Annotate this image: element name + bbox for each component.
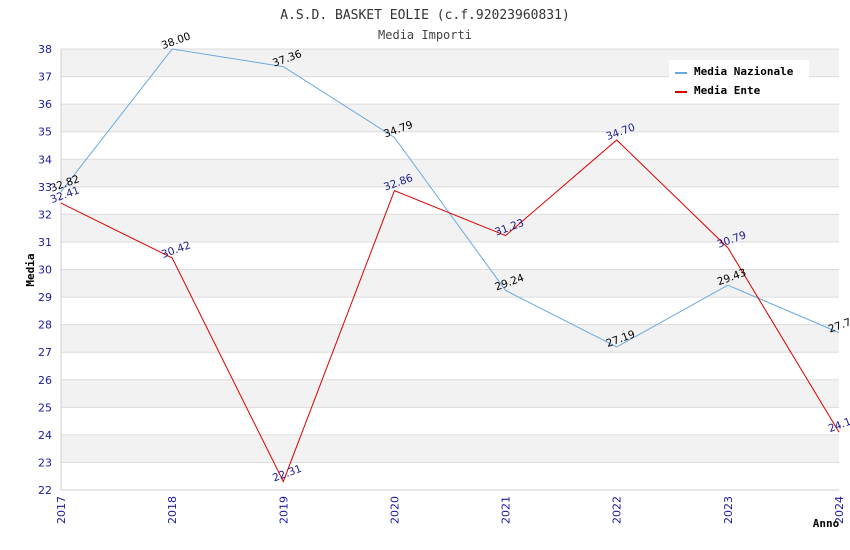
grid-band [61, 352, 839, 380]
x-tick-label: 2019 [277, 496, 290, 524]
y-tick-label: 35 [38, 126, 52, 139]
series-line-media-ente [60, 139, 840, 483]
x-tick-label: 2022 [611, 496, 624, 524]
y-tick-label: 33 [38, 181, 52, 194]
x-tick-label: 2021 [500, 496, 513, 524]
y-tick-label: 26 [38, 374, 52, 387]
x-axis-ticks: 2017 2018 2019 2020 2021 2022 2023 2024 [55, 496, 846, 524]
grid-band [61, 407, 839, 435]
legend-label-media-ente: Media Ente [694, 84, 761, 97]
x-tick-label: 2020 [388, 496, 401, 524]
grid-band [61, 462, 839, 490]
grid-band [61, 297, 839, 325]
legend-label-media-nazionale: Media Nazionale [694, 65, 794, 78]
x-tick-label: 2024 [833, 496, 846, 524]
chart-subtitle: Media Importi [378, 28, 472, 42]
series-layer [60, 48, 840, 483]
y-tick-label: 38 [38, 43, 52, 56]
y-tick-label: 30 [38, 264, 52, 277]
grid-band [61, 434, 839, 463]
grid-band [61, 324, 839, 353]
x-tick-label: 2017 [55, 496, 68, 524]
y-tick-label: 36 [38, 98, 52, 111]
y-tick-label: 37 [38, 71, 52, 84]
x-axis-label: Anno [813, 517, 840, 530]
y-tick-label: 29 [38, 291, 52, 304]
grid-band [61, 131, 839, 160]
y-tick-label: 34 [38, 153, 52, 166]
y-tick-label: 23 [38, 456, 52, 469]
legend: Media Nazionale Media Ente [669, 60, 809, 102]
grid-band [61, 269, 839, 298]
y-tick-label: 22 [38, 484, 52, 497]
y-tick-label: 24 [38, 429, 52, 442]
chart-title: A.S.D. BASKET EOLIE (c.f.92023960831) [280, 8, 570, 23]
grid-band [61, 104, 839, 132]
series-line-media-nazionale [60, 48, 840, 348]
y-axis-ticks: 22 23 24 25 26 27 28 29 30 31 32 33 34 35 36 37 38 [38, 43, 52, 497]
grid-band [61, 186, 839, 215]
grid-band [61, 159, 839, 187]
grid-band [61, 241, 839, 270]
y-tick-label: 28 [38, 319, 52, 332]
x-tick-label: 2018 [166, 496, 179, 524]
legend-box [669, 60, 809, 102]
y-tick-label: 32 [38, 208, 52, 221]
y-tick-label: 27 [38, 346, 52, 359]
y-axis-label: Media [24, 253, 37, 286]
grid-band [61, 379, 839, 408]
y-tick-label: 25 [38, 401, 52, 414]
x-tick-label: 2023 [722, 496, 735, 524]
y-tick-label: 31 [38, 236, 52, 249]
grid-band [61, 214, 839, 242]
grid-bands [60, 48, 839, 491]
